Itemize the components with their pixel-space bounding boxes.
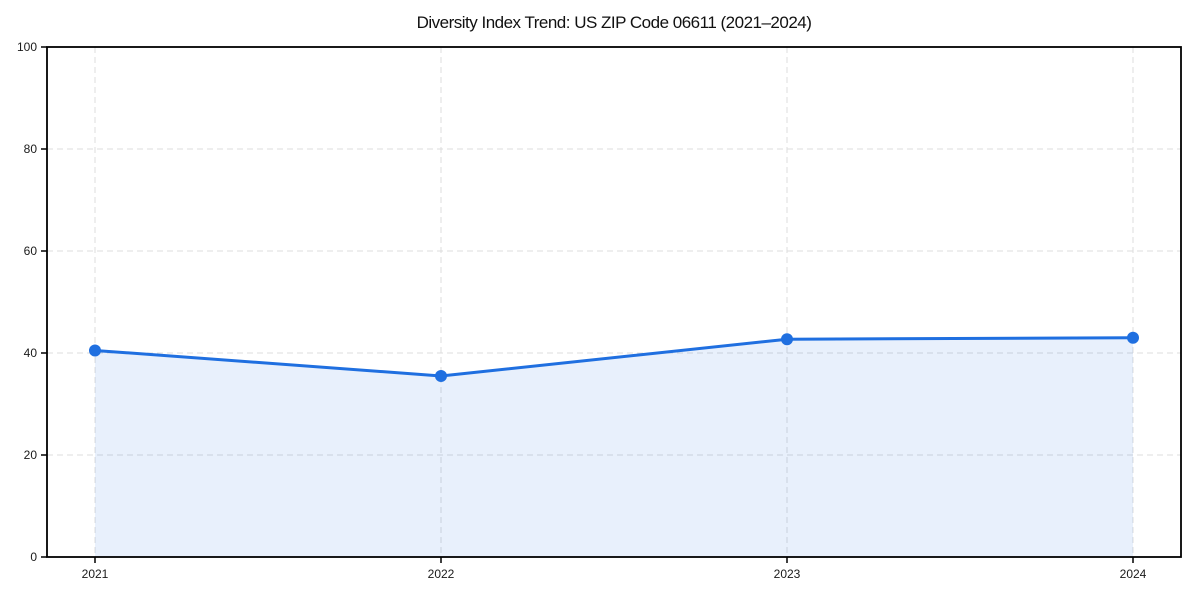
- data-point-marker: [435, 369, 447, 382]
- y-tick-label: 80: [24, 142, 38, 156]
- axis-ticks: [41, 46, 1134, 563]
- y-tick-label: 60: [24, 244, 38, 258]
- x-tick-label: 2021: [82, 567, 109, 581]
- y-tick-label: 100: [17, 40, 37, 54]
- x-tick-label: 2023: [774, 567, 801, 581]
- data-point-markers: [89, 331, 1139, 382]
- plot-border: [46, 46, 1182, 558]
- x-tick-label: 2024: [1120, 567, 1147, 581]
- y-tick-label: 0: [30, 550, 37, 564]
- gridlines: [47, 47, 1181, 557]
- y-tick-label: 20: [24, 448, 38, 462]
- data-point-marker: [781, 333, 793, 346]
- y-tick-label: 40: [24, 346, 38, 360]
- chart-title: Diversity Index Trend: US ZIP Code 06611…: [417, 13, 812, 32]
- data-point-marker: [89, 344, 101, 357]
- axis-tick-labels: 0 20 40 60 80 100 2021 2022 2023 2024: [17, 40, 1147, 581]
- area-fill-layer: [95, 337, 1133, 557]
- x-tick-label: 2022: [428, 567, 455, 581]
- trend-line: [93, 336, 1135, 378]
- trend-line-layer: [93, 336, 1135, 378]
- area-fill: [95, 337, 1133, 557]
- data-point-marker: [1127, 331, 1139, 344]
